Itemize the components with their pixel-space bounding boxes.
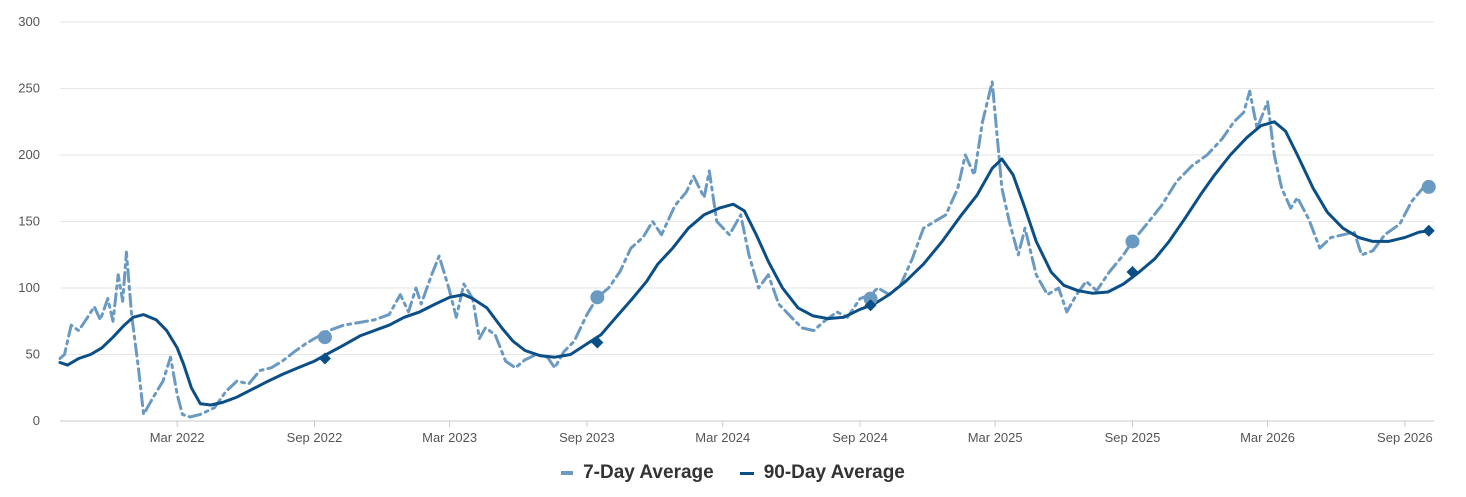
series-lines <box>58 80 1431 419</box>
legend: 7-Day Average 90-Day Average <box>0 462 1466 484</box>
x-tick-label: Mar 2025 <box>968 430 1023 445</box>
y-tick-label: 150 <box>18 214 40 229</box>
x-tick-label: Mar 2024 <box>695 430 750 445</box>
data-point-marker[interactable] <box>590 290 605 305</box>
x-tick-label: Mar 2022 <box>150 430 205 445</box>
y-tick-label: 0 <box>33 413 40 428</box>
series-line-7-day-average[interactable] <box>58 80 1431 419</box>
x-tick-label: Mar 2023 <box>422 430 477 445</box>
x-tick-label: Sep 2022 <box>287 430 343 445</box>
x-tick-label: Sep 2023 <box>559 430 615 445</box>
x-axis: Mar 2022 Sep 2022 Mar 2023 Sep 2023 Mar 2024… <box>150 421 1433 445</box>
solid-line-swatch-icon <box>739 471 754 475</box>
y-tick-label: 200 <box>18 147 40 162</box>
data-point-marker[interactable] <box>317 330 332 345</box>
y-tick-label: 300 <box>18 14 40 29</box>
data-point-marker[interactable] <box>1126 266 1139 279</box>
y-tick-label: 250 <box>18 81 40 96</box>
dashed-line-swatch-icon <box>561 471 574 475</box>
data-point-marker[interactable] <box>1421 179 1436 194</box>
x-tick-label: Sep 2025 <box>1105 430 1161 445</box>
data-point-marker[interactable] <box>864 299 877 312</box>
y-tick-label: 50 <box>26 347 40 362</box>
x-tick-label: Mar 2026 <box>1240 430 1295 445</box>
data-point-marker[interactable] <box>591 336 604 349</box>
gridlines <box>60 21 1434 422</box>
legend-item-7-day-average[interactable]: 7-Day Average <box>561 462 714 484</box>
y-tick-label: 100 <box>18 280 40 295</box>
x-tick-label: Sep 2026 <box>1377 430 1433 445</box>
series-markers <box>317 179 1436 365</box>
y-axis: 0 50 100 150 200 250 300 <box>18 14 40 428</box>
data-point-marker[interactable] <box>1422 224 1435 237</box>
data-point-marker[interactable] <box>1125 234 1140 249</box>
series-line-90-day-average[interactable] <box>58 120 1431 407</box>
data-point-marker[interactable] <box>863 291 878 306</box>
legend-label: 90-Day Average <box>763 462 905 483</box>
legend-item-90-day-average[interactable]: 90-Day Average <box>739 462 905 484</box>
data-point-marker[interactable] <box>318 352 331 365</box>
legend-label: 7-Day Average <box>583 462 714 483</box>
x-tick-label: Sep 2024 <box>832 430 888 445</box>
